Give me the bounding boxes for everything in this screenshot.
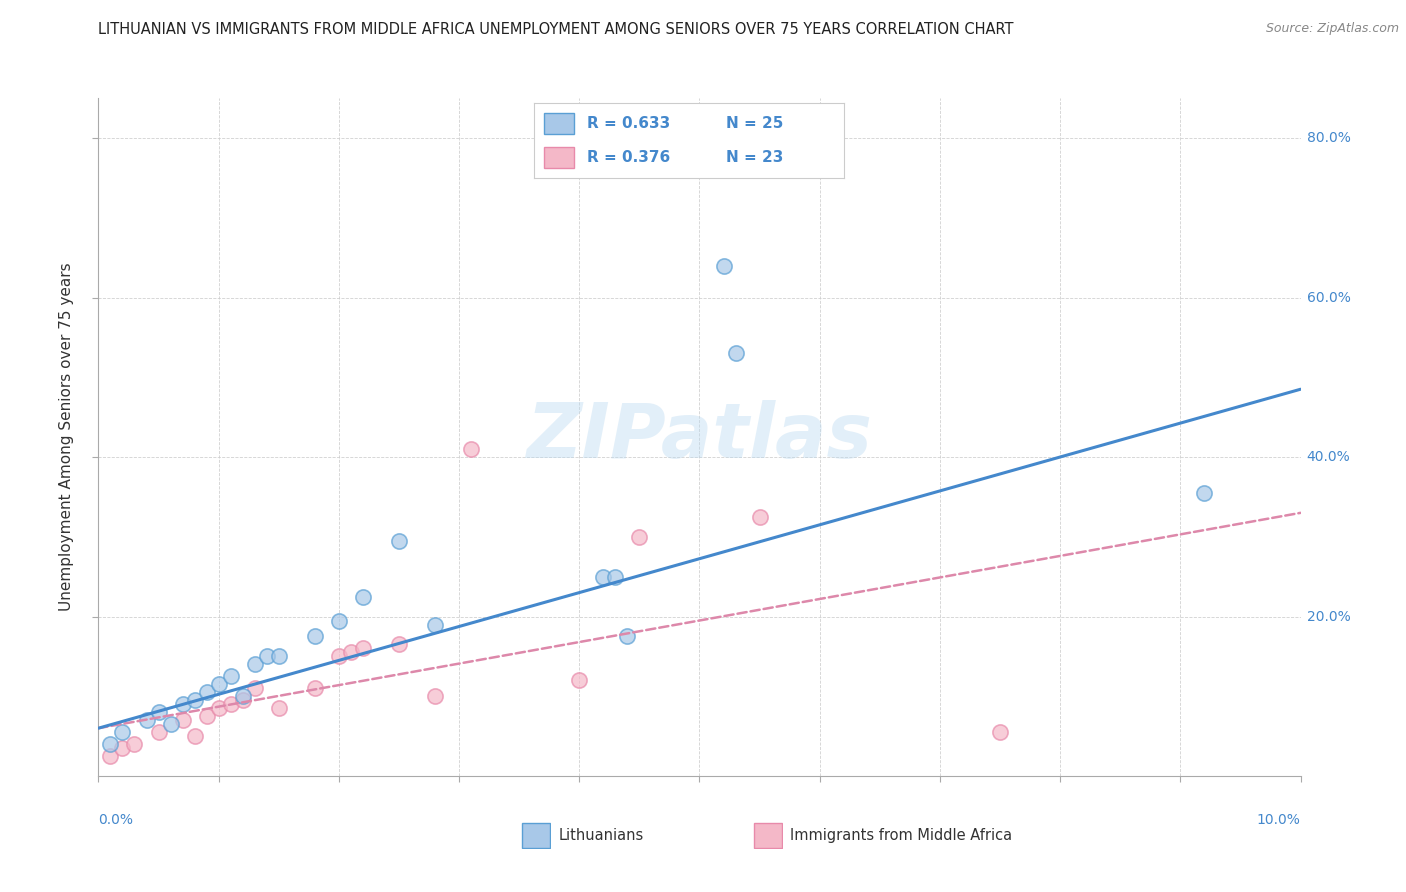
Point (124, 737, 146, 751)
Point (100, 749, 122, 764)
Point (267, 701, 290, 715)
Text: 40.0%: 40.0% (1306, 450, 1350, 464)
Point (232, 690, 254, 704)
Point (148, 725, 170, 739)
Point (460, 442, 482, 456)
Point (267, 649, 290, 664)
Point (328, 649, 350, 664)
Text: 80.0%: 80.0% (1306, 131, 1350, 145)
Point (748, 509, 770, 524)
Point (340, 645, 363, 659)
Text: ZIPatlas: ZIPatlas (526, 401, 873, 474)
Point (243, 657, 266, 672)
Point (208, 701, 231, 715)
Bar (544, 113, 575, 135)
Point (423, 690, 446, 704)
Point (159, 717, 181, 731)
Text: N = 25: N = 25 (725, 116, 783, 131)
Point (100, 737, 122, 751)
Point (423, 617, 446, 632)
Point (605, 569, 627, 583)
Point (172, 713, 194, 727)
Point (183, 693, 205, 707)
Y-axis label: Unemployment Among Seniors over 75 years: Unemployment Among Seniors over 75 years (59, 263, 75, 611)
Point (111, 725, 134, 739)
Point (243, 681, 266, 696)
Point (256, 649, 278, 664)
Point (232, 693, 254, 707)
Text: LITHUANIAN VS IMMIGRANTS FROM MIDDLE AFRICA UNEMPLOYMENT AMONG SENIORS OVER 75 Y: LITHUANIAN VS IMMIGRANTS FROM MIDDLE AFR… (98, 22, 1014, 37)
Text: R = 0.633: R = 0.633 (586, 116, 671, 131)
Point (628, 530, 651, 544)
Text: 0.0%: 0.0% (98, 814, 134, 827)
Point (724, 346, 747, 360)
Point (219, 669, 242, 683)
Point (616, 630, 638, 644)
Text: Immigrants from Middle Africa: Immigrants from Middle Africa (790, 829, 1012, 843)
Point (352, 641, 374, 656)
Point (183, 729, 205, 743)
Point (148, 705, 170, 719)
Point (304, 681, 326, 696)
Text: R = 0.376: R = 0.376 (586, 150, 671, 165)
Point (988, 725, 1011, 739)
Point (172, 698, 194, 712)
Point (592, 569, 614, 583)
Point (352, 590, 374, 604)
Text: 20.0%: 20.0% (1306, 609, 1350, 624)
Text: 10.0%: 10.0% (1257, 814, 1301, 827)
Bar (544, 146, 575, 168)
Point (219, 698, 242, 712)
Point (195, 709, 218, 723)
Text: 60.0%: 60.0% (1306, 291, 1350, 304)
Point (304, 630, 326, 644)
Point (713, 259, 735, 273)
Point (135, 713, 157, 727)
Point (195, 685, 218, 699)
Text: Lithuanians: Lithuanians (558, 829, 644, 843)
Point (568, 673, 591, 688)
Point (388, 533, 411, 548)
Text: N = 23: N = 23 (725, 150, 783, 165)
Point (328, 614, 350, 628)
Point (1194, 486, 1216, 500)
Point (388, 637, 411, 651)
Point (111, 741, 134, 756)
Text: Source: ZipAtlas.com: Source: ZipAtlas.com (1265, 22, 1399, 36)
Point (208, 677, 231, 691)
